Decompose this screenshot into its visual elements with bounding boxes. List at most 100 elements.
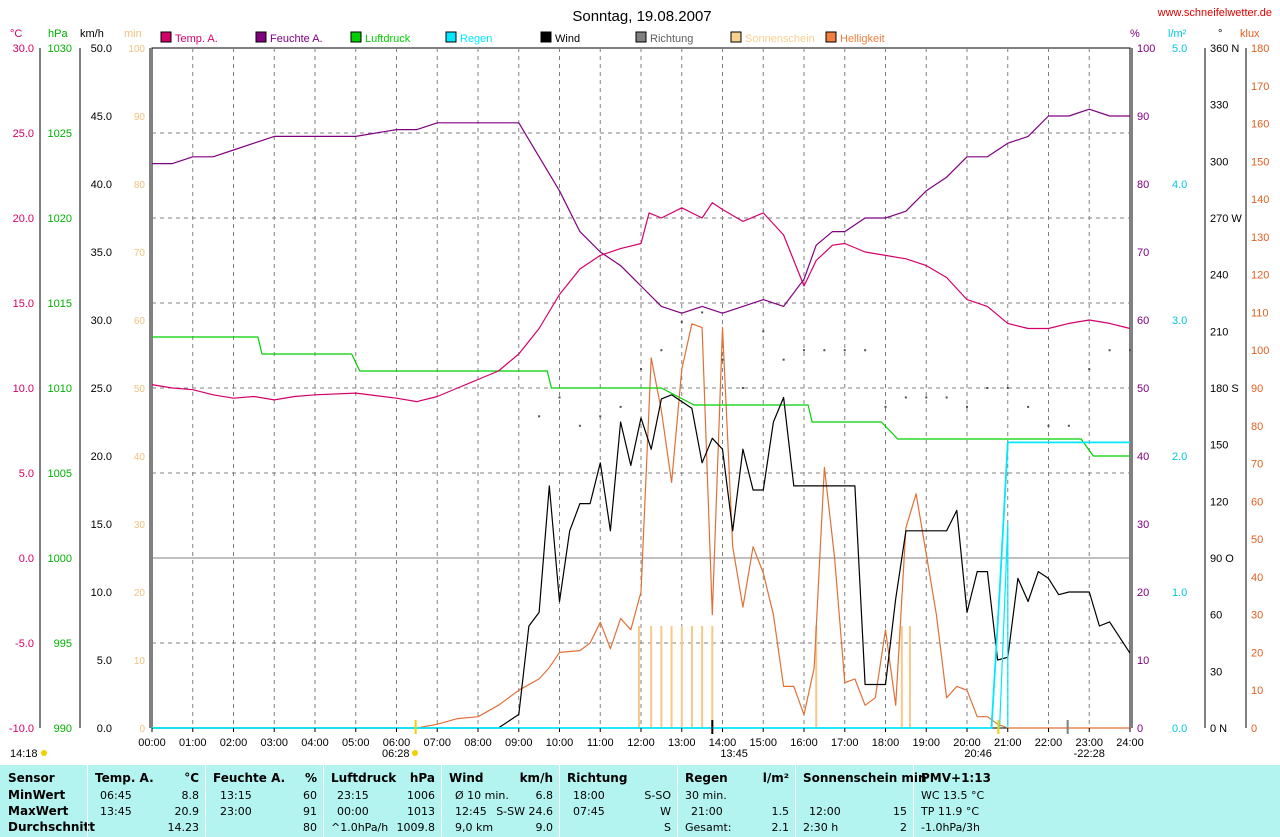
rain-tick-label: 1.0 [1172, 587, 1187, 599]
humidity-tick-label: 30 [1137, 519, 1149, 531]
stats-col-pressure: Luftdruck hPa 23:15 1006 00:00 1013 ^1.0… [323, 765, 441, 837]
sunrise-icon [412, 750, 418, 756]
humidity-tick-label: 0 [1137, 723, 1143, 735]
lux-tick-label: 170 [1251, 81, 1269, 93]
wind-direction-point [578, 424, 581, 427]
humidity-tick-label: 60 [1137, 315, 1149, 327]
wind-direction-point [1067, 424, 1070, 427]
sun-total-value: 2 [900, 821, 907, 834]
direction-tick-label: 150 [1210, 440, 1228, 452]
rain-max-time: 21:00 [691, 805, 723, 818]
wind-direction-point [823, 349, 826, 352]
pressure-max-value: 1013 [407, 805, 435, 818]
stats-unit-humidity: % [304, 771, 317, 785]
x-tick-label: 10:00 [546, 737, 574, 749]
pmv-windchill: WC 13.5 °C [921, 789, 985, 802]
x-tick-label: 06:00 [383, 737, 411, 749]
row-label-avg: Durchschnitt [8, 820, 96, 834]
humidity-tick-label: 40 [1137, 451, 1149, 463]
legend-swatch [445, 31, 457, 43]
stats-unit-rain: l/m² [762, 771, 789, 785]
lux-tick-label: 60 [1251, 496, 1263, 508]
humidity-max-value: 91 [303, 805, 317, 818]
pressure-tick-label: 995 [54, 638, 72, 650]
direction-tick-label: 60 [1210, 610, 1222, 622]
wind-max-time: 12:45 [455, 805, 487, 818]
wind-direction-point [864, 349, 867, 352]
rain-30min-label: 30 min. [685, 789, 727, 802]
pmv-pressure-trend: -1.0hPa/3h [921, 821, 980, 834]
rain-tick-label: 5.0 [1172, 43, 1187, 55]
x-tick-label: 23:00 [1075, 737, 1103, 749]
wind-avg-value: 9.0 [535, 821, 554, 834]
lux-tick-label: 140 [1251, 194, 1269, 206]
site-url[interactable]: www.schneifelwetter.de [1157, 7, 1272, 19]
wind-avg10-label: Ø 10 min. [455, 789, 509, 802]
lux-tick-label: 180 [1251, 43, 1269, 55]
direction-tick-label: 240 [1210, 270, 1228, 282]
wind-tick-label: 50.0 [91, 43, 112, 55]
lux-unit-label: klux [1240, 28, 1260, 40]
wind-direction-point [945, 396, 948, 399]
x-tick-label: 14:00 [709, 737, 737, 749]
direction-min-time: 18:00 [573, 789, 605, 802]
legend-label: Regen [460, 33, 492, 45]
wind-direction-point [660, 349, 663, 352]
pressure-tick-label: 1020 [48, 213, 72, 225]
direction-max-time: 07:45 [573, 805, 605, 818]
chart-title: Sonntag, 19.08.2007 [572, 8, 711, 25]
wind-direction-point [558, 396, 561, 399]
stats-col-wind: Wind km/h Ø 10 min. 6.8 12:45 S-SW 24.6 … [441, 765, 559, 837]
wind-tick-label: 5.0 [97, 655, 112, 667]
stats-header-pmv: PMV+1:13 [921, 771, 991, 785]
rain-total-label: Gesamt: [685, 821, 732, 834]
legend-swatch [540, 31, 552, 43]
annotations: 14:18 06:28 13:45 20:46 -22:28 [10, 720, 1105, 760]
x-tick-label: 18:00 [872, 737, 900, 749]
pressure-tick-label: 1025 [48, 128, 72, 140]
direction-tick-label: 120 [1210, 496, 1228, 508]
legend-swatch [730, 31, 742, 43]
brightness-line [152, 323, 1130, 729]
wind-direction-point [741, 387, 744, 389]
humidity-min-time: 13:15 [220, 789, 252, 802]
temp-tick-label: 25.0 [13, 128, 34, 140]
pmv-dewpoint: TP 11.9 °C [921, 805, 980, 818]
temp-min-time: 06:45 [100, 789, 132, 802]
direction-tick-label: 0 N [1210, 723, 1227, 735]
temp-tick-label: -10.0 [9, 723, 34, 735]
wind-direction-point [986, 387, 989, 389]
sun-tick-label: 50 [134, 384, 146, 395]
wind-tick-label: 0.0 [97, 723, 112, 735]
stats-col-sun: Sonnenschein min 12:00 15 2:30 h 2 [795, 765, 927, 837]
wind-direction-point [925, 396, 928, 399]
legend-swatch [635, 31, 647, 43]
x-tick-label: 15:00 [749, 737, 777, 749]
humidity-tick-label: 10 [1137, 655, 1149, 667]
stats-col-rain: Regen l/m² 30 min. 21:00 1.5 Gesamt: 2.1 [677, 765, 795, 837]
direction-unit-label: ° [1218, 28, 1222, 40]
wind-direction-point [619, 405, 622, 408]
wind-direction-point [803, 349, 805, 352]
wind-direction-point [1129, 349, 1131, 352]
x-tick-label: 16:00 [790, 737, 818, 749]
x-tick-label: 00:00 [138, 737, 166, 749]
stats-header-humidity: Feuchte A. [213, 771, 286, 785]
sun-tick-label: 30 [134, 520, 146, 531]
lux-tick-label: 110 [1251, 307, 1269, 319]
stats-header-rain: Regen [685, 771, 728, 785]
sun-tick-label: 10 [134, 656, 146, 667]
wind-direction-point [721, 358, 724, 361]
lux-tick-label: 70 [1251, 459, 1263, 471]
lux-tick-label: 80 [1251, 421, 1263, 433]
x-tick-label: 17:00 [831, 737, 859, 749]
wind-tick-label: 40.0 [91, 179, 112, 191]
wind-direction-point [640, 368, 642, 371]
pressure-tick-label: 1010 [48, 383, 72, 395]
wind-tick-label: 20.0 [91, 451, 112, 463]
humidity-max-time: 23:00 [220, 805, 252, 818]
x-tick-label: 09:00 [505, 737, 533, 749]
x-tick-label: 01:00 [179, 737, 207, 749]
wind-direction-point [1006, 387, 1009, 389]
pressure-avg-value: 1009.8 [396, 821, 436, 834]
